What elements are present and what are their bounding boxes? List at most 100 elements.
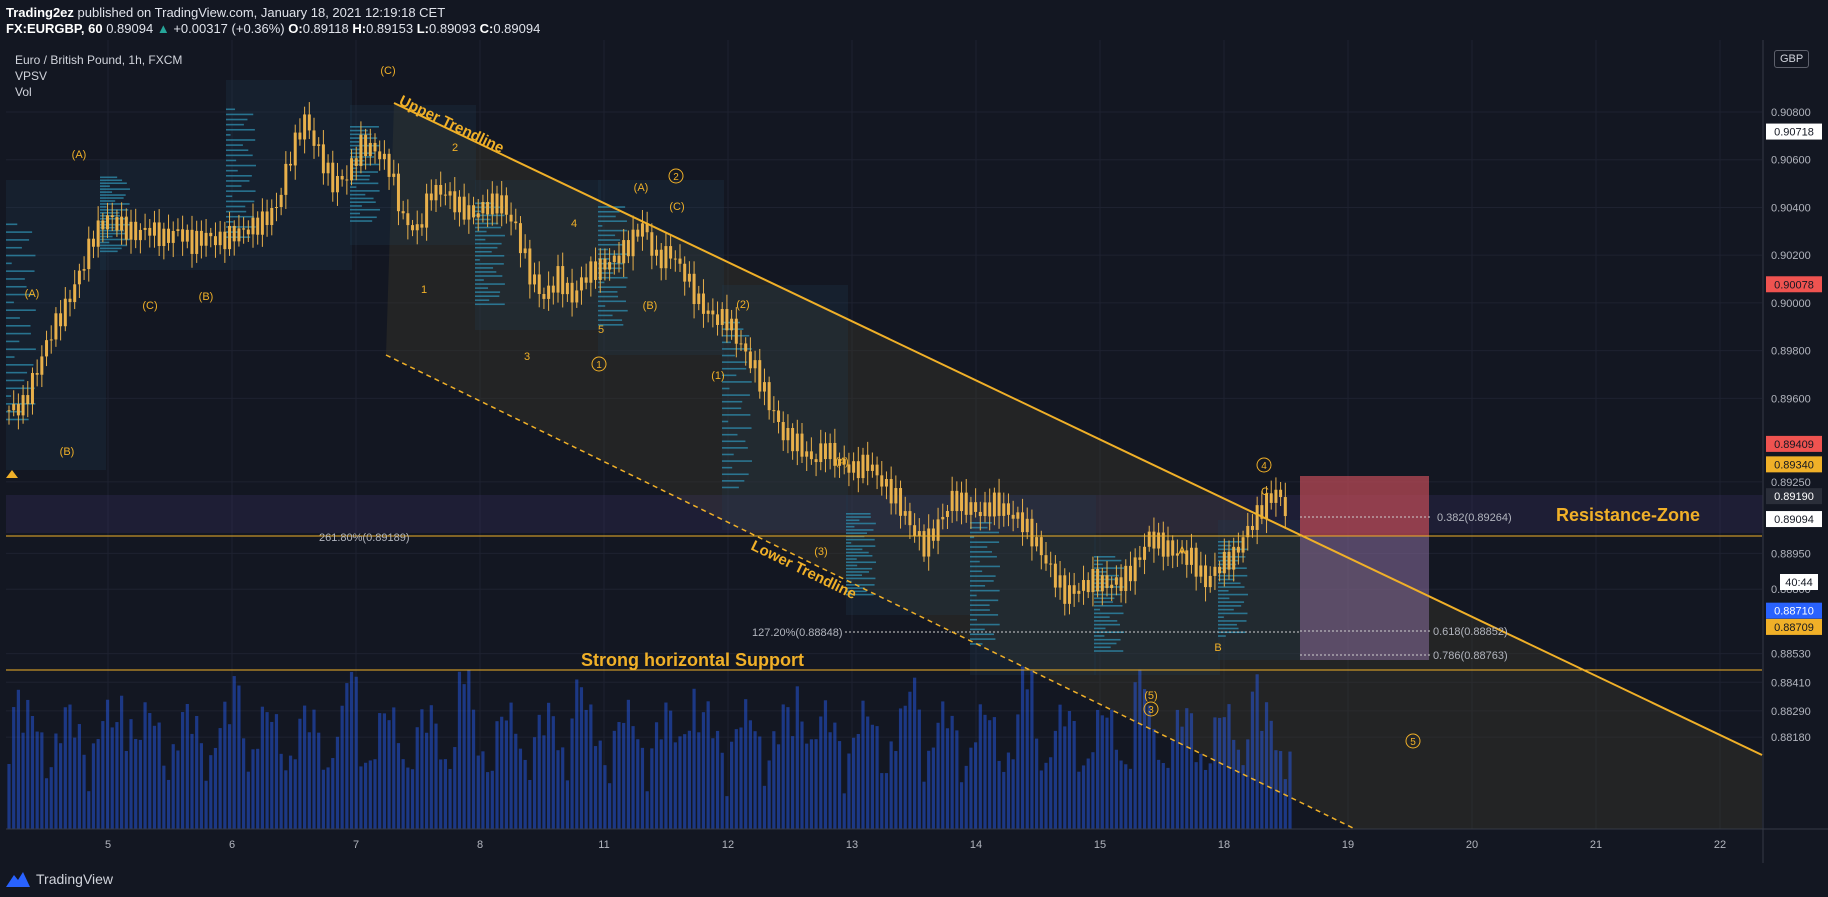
- time-axis[interactable]: 5 6 7 8 11 12 13 14 15 18 19 20 21 22: [105, 839, 1726, 851]
- candle-body: [1283, 497, 1287, 517]
- candle-body: [350, 158, 354, 181]
- low-label: L:: [416, 21, 429, 36]
- legend-title[interactable]: Euro / British Pound, 1h, FXCM: [15, 53, 183, 67]
- candle-body: [547, 285, 551, 299]
- volume-bar: [152, 725, 157, 829]
- profile-bar: [1094, 638, 1121, 641]
- volume-bar: [711, 738, 715, 829]
- profile-bar: [598, 225, 603, 227]
- volume-bar: [776, 744, 781, 829]
- wave-label: (C): [669, 201, 684, 213]
- candle-body: [467, 205, 471, 220]
- candle-body: [209, 232, 213, 237]
- profile-bar: [100, 232, 126, 235]
- profile-bar: [475, 299, 490, 302]
- candle-body: [472, 205, 476, 218]
- volume-bar: [1002, 771, 1006, 829]
- volume-bar: [134, 738, 138, 829]
- profile-bar: [100, 182, 127, 185]
- volume-bar: [551, 716, 555, 829]
- y-tick-label: 0.88410: [1771, 677, 1811, 689]
- candle-body: [45, 340, 49, 357]
- profile-bar: [598, 210, 620, 213]
- profile-bar: [970, 599, 999, 602]
- circled-wave-label: 1: [596, 360, 602, 371]
- profile-bar: [722, 447, 748, 449]
- profile-bar: [226, 190, 256, 192]
- y-tick-label: 0.90000: [1771, 298, 1811, 310]
- profile-bar: [970, 555, 997, 558]
- volume-bar: [547, 702, 551, 829]
- profile-bar: [475, 242, 502, 245]
- legend-indicator-vpsv[interactable]: VPSV: [15, 69, 48, 83]
- candle-body: [378, 151, 382, 160]
- volume-bar: [307, 732, 311, 829]
- price-chart[interactable]: Upper Trendline Lower Trendline Strong h…: [0, 40, 1828, 863]
- volume-bar: [387, 720, 391, 829]
- volume-bar: [1110, 709, 1114, 829]
- volume-bar: [21, 732, 25, 829]
- profile-bar: [970, 580, 994, 582]
- candle-body: [303, 114, 307, 140]
- profile-bar: [226, 113, 254, 116]
- volume-bar: [467, 669, 471, 829]
- profile-bar: [1094, 627, 1106, 630]
- candle-body: [457, 196, 461, 213]
- candle-body: [739, 343, 743, 345]
- volume-bar: [349, 671, 354, 829]
- profile-bar: [100, 203, 130, 205]
- candle-body: [1175, 553, 1179, 556]
- legend-indicator-vol[interactable]: Vol: [15, 85, 32, 99]
- volume-bar: [471, 709, 476, 829]
- candle-body: [87, 238, 91, 270]
- profile-bar: [846, 529, 874, 531]
- profile-bar: [350, 212, 360, 215]
- volume-bar: [800, 721, 804, 829]
- symbol-label[interactable]: FX:EURGBP, 60: [6, 21, 103, 36]
- candle-body: [12, 404, 16, 411]
- volume-bar: [242, 738, 246, 829]
- volume-bar: [288, 755, 293, 829]
- volume-bar: [190, 733, 194, 829]
- candle-body: [106, 215, 110, 230]
- profile-bar: [970, 536, 975, 539]
- volume-bar: [148, 712, 152, 829]
- price-axis[interactable]: 0.90800 0.90600 0.90400 0.90200 0.90000 0.898…: [1771, 107, 1811, 744]
- profile-bar: [598, 229, 628, 232]
- candle-body: [345, 179, 349, 181]
- profile-bar: [598, 243, 625, 246]
- profile-bar: [1218, 620, 1247, 622]
- currency-button[interactable]: GBP: [1774, 50, 1810, 68]
- candle-body: [514, 221, 518, 224]
- publish-info: published on TradingView.com, January 18…: [77, 5, 446, 20]
- profile-bar: [350, 141, 360, 143]
- profile-bar: [598, 291, 618, 293]
- profile-bar: [226, 169, 238, 172]
- volume-bar: [1081, 765, 1086, 829]
- profile-bar: [475, 255, 505, 257]
- candle-body: [762, 382, 766, 392]
- author-name[interactable]: Trading2ez: [6, 5, 74, 20]
- volume-bar: [1161, 763, 1165, 829]
- y-tick-label: 0.90600: [1771, 155, 1811, 167]
- volume-bar: [650, 748, 654, 829]
- profile-bar: [722, 387, 730, 390]
- profile-bar: [6, 356, 15, 358]
- candle-body: [429, 193, 433, 201]
- volume-bar: [91, 743, 96, 829]
- profile-bar: [226, 154, 253, 157]
- candle-body: [819, 443, 823, 463]
- profile-bar: [6, 317, 20, 319]
- candle-body: [1049, 563, 1053, 565]
- volume-bar: [814, 739, 818, 829]
- profile-bar: [1094, 597, 1115, 600]
- volume-bar: [1086, 758, 1090, 829]
- volume-bar: [312, 709, 316, 829]
- volume-bar: [1208, 763, 1212, 829]
- candle-body: [950, 490, 954, 512]
- profile-bar: [350, 205, 362, 207]
- profile-bar: [350, 167, 358, 170]
- candle-body: [406, 213, 410, 226]
- tradingview-logo[interactable]: TradingView: [6, 871, 113, 887]
- candle-body: [875, 464, 879, 476]
